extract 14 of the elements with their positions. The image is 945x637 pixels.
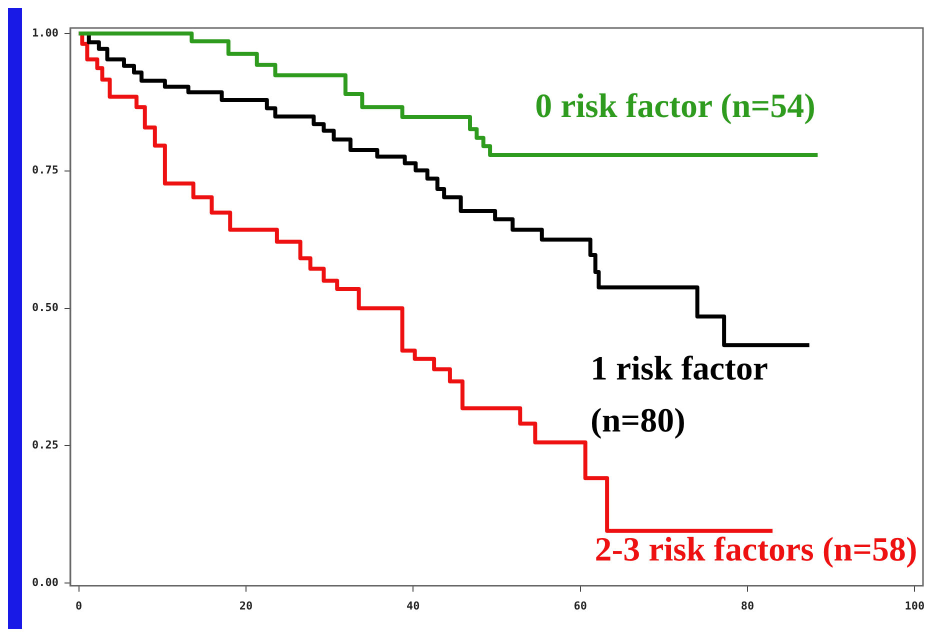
x-tick-label: 80	[740, 599, 754, 612]
y-tick-label: 0.25	[32, 438, 58, 452]
x-tick-label: 0	[76, 599, 82, 612]
x-tick-label: 60	[574, 599, 587, 612]
x-tick-label: 100	[904, 599, 925, 612]
y-tick-label: 0.50	[32, 301, 58, 314]
series-label: 2-3 risk factors (n=58)	[594, 532, 918, 569]
x-tick-label: 40	[406, 599, 420, 612]
series-label: 1 risk factor (n=80)	[590, 350, 768, 440]
series-label: 0 risk factor (n=54)	[535, 88, 816, 126]
y-tick-label: 0.75	[32, 164, 58, 177]
x-tick-label: 20	[239, 599, 253, 612]
y-tick-label: 0.00	[32, 576, 58, 589]
y-tick-label: 1.00	[32, 26, 58, 40]
